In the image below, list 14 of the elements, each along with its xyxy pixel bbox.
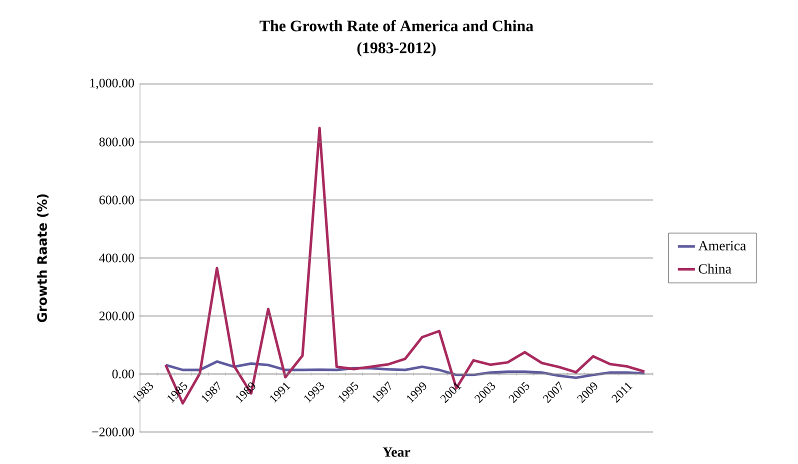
legend-label: America — [698, 241, 746, 250]
y-tick-label: 800.00 — [99, 138, 134, 146]
line-series — [164, 360, 646, 380]
y-tick-label: 1,000.00 — [90, 78, 134, 90]
x-axis-title: Year — [382, 448, 410, 457]
y-tick-label: 200.00 — [99, 312, 134, 320]
line-series — [164, 126, 646, 405]
y-tick-label: 600.00 — [99, 196, 134, 204]
legend-label: China — [698, 264, 732, 274]
chart-title: The Growth Rate of America and China (1983-2012) — [260, 20, 534, 56]
y-tick-label: 0.00 — [112, 370, 134, 378]
y-tick-label: 400.00 — [99, 254, 134, 262]
y-axis-title: Growth Raate (%) — [36, 194, 48, 322]
y-tick-label: −200.00 — [92, 428, 134, 436]
